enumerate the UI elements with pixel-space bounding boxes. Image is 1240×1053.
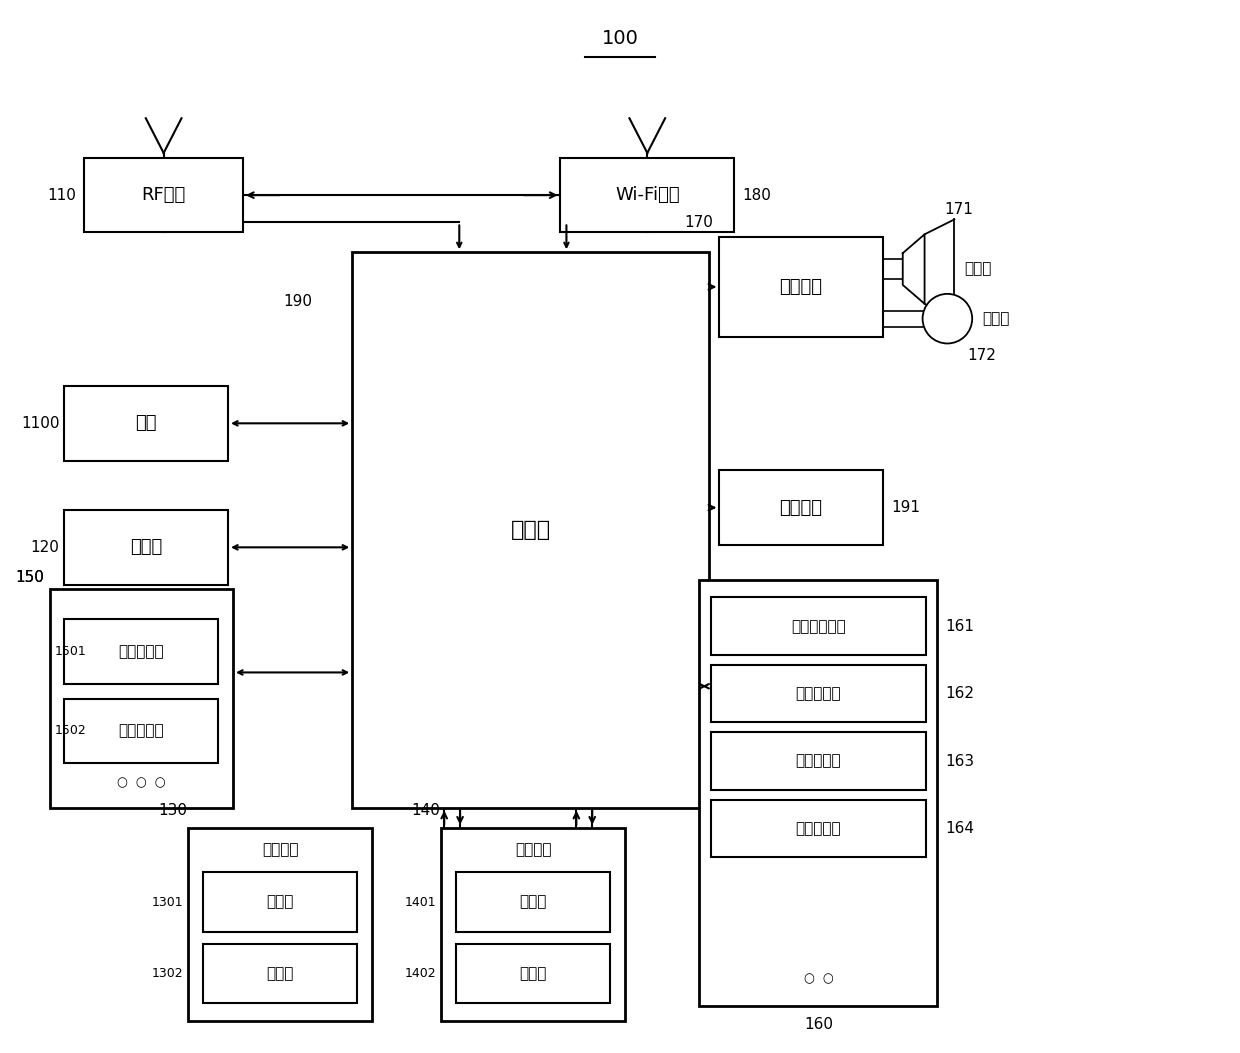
- Polygon shape: [903, 235, 925, 303]
- Circle shape: [923, 294, 972, 343]
- Bar: [64, 386, 228, 460]
- Text: 150: 150: [16, 570, 45, 585]
- Bar: [712, 664, 925, 722]
- Bar: [203, 872, 357, 932]
- Text: 音频电路: 音频电路: [780, 278, 822, 296]
- Bar: [712, 800, 925, 857]
- Bar: [84, 158, 243, 233]
- Text: 191: 191: [890, 500, 920, 515]
- Text: 1502: 1502: [55, 724, 87, 737]
- Bar: [441, 828, 625, 1021]
- Bar: [560, 158, 734, 233]
- Text: 130: 130: [159, 802, 187, 818]
- Text: 164: 164: [945, 821, 975, 836]
- Text: 显示单元: 显示单元: [515, 842, 552, 857]
- Text: 162: 162: [945, 687, 975, 701]
- Bar: [456, 943, 610, 1004]
- Bar: [719, 471, 883, 544]
- Bar: [50, 590, 233, 808]
- Bar: [699, 579, 937, 1007]
- Text: 距离传感器: 距离传感器: [796, 687, 841, 701]
- Text: 140: 140: [412, 802, 440, 818]
- Text: 显示屏: 显示屏: [267, 966, 294, 981]
- Text: 150: 150: [16, 570, 45, 584]
- Bar: [352, 252, 709, 808]
- Text: 1302: 1302: [151, 967, 184, 980]
- Text: 171: 171: [945, 202, 973, 217]
- Text: 100: 100: [601, 29, 639, 48]
- Text: 触摸屏: 触摸屏: [520, 894, 547, 910]
- Text: 1401: 1401: [404, 895, 436, 909]
- Text: 处理器: 处理器: [511, 520, 551, 540]
- Text: 扬声器: 扬声器: [965, 261, 992, 277]
- Text: 160: 160: [804, 1016, 833, 1032]
- Bar: [64, 698, 218, 763]
- Bar: [188, 828, 372, 1021]
- Text: 温度传感器: 温度传感器: [796, 821, 841, 836]
- Text: 加速度传感器: 加速度传感器: [791, 619, 846, 634]
- Text: 1100: 1100: [21, 416, 60, 431]
- Text: 190: 190: [284, 294, 312, 310]
- Bar: [712, 597, 925, 655]
- Text: 存储器: 存储器: [130, 538, 162, 556]
- Text: 前置摄像头: 前置摄像头: [119, 644, 164, 659]
- Text: 120: 120: [31, 540, 60, 555]
- Bar: [712, 732, 925, 790]
- Bar: [719, 237, 883, 337]
- Text: 1301: 1301: [151, 895, 184, 909]
- Text: 172: 172: [967, 347, 996, 363]
- Text: 161: 161: [945, 619, 975, 634]
- Text: 显示屏: 显示屏: [520, 966, 547, 981]
- Text: 180: 180: [742, 187, 771, 202]
- Text: Wi-Fi模块: Wi-Fi模块: [615, 186, 680, 204]
- Text: 163: 163: [945, 754, 975, 769]
- Text: 电源: 电源: [135, 414, 157, 433]
- Text: 170: 170: [684, 215, 713, 230]
- Text: 麦克风: 麦克风: [982, 311, 1009, 326]
- Text: 后置摄像头: 后置摄像头: [119, 723, 164, 738]
- Text: 触摸屏: 触摸屏: [267, 894, 294, 910]
- Text: 110: 110: [47, 187, 77, 202]
- Text: RF电路: RF电路: [141, 186, 186, 204]
- Text: 指纹传感器: 指纹传感器: [796, 754, 841, 769]
- Bar: [456, 872, 610, 932]
- Text: 1501: 1501: [55, 645, 87, 658]
- Bar: [64, 510, 228, 584]
- Text: ○  ○  ○: ○ ○ ○: [117, 776, 166, 790]
- Text: 1402: 1402: [404, 967, 436, 980]
- Bar: [64, 619, 218, 683]
- Bar: [203, 943, 357, 1004]
- Text: ○  ○: ○ ○: [804, 972, 833, 985]
- Text: 蓝牙模块: 蓝牙模块: [780, 499, 822, 517]
- Text: 显示单元: 显示单元: [262, 842, 299, 857]
